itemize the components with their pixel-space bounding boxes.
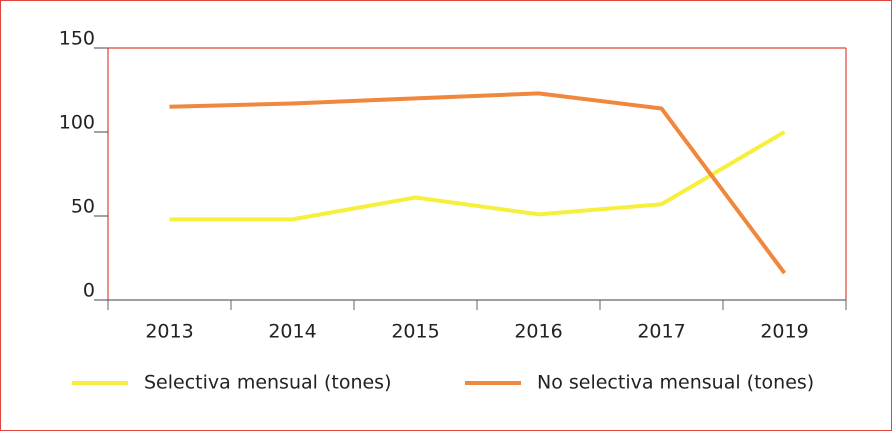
y-tick-label: 50 bbox=[71, 196, 95, 218]
y-tick-label: 150 bbox=[59, 28, 95, 50]
x-tick-label: 2015 bbox=[391, 321, 439, 343]
y-tick-label: 0 bbox=[83, 280, 95, 302]
x-tick-label: 2019 bbox=[760, 321, 808, 343]
x-tick-label: 2013 bbox=[145, 321, 193, 343]
x-tick-label: 2014 bbox=[268, 321, 316, 343]
legend-label: No selectiva mensual (tones) bbox=[537, 372, 814, 394]
x-tick-label: 2016 bbox=[514, 321, 562, 343]
y-tick-label: 100 bbox=[59, 112, 95, 134]
legend-label: Selectiva mensual (tones) bbox=[144, 372, 392, 394]
x-tick-label: 2017 bbox=[637, 321, 685, 343]
series-line bbox=[169, 91, 787, 275]
series-line bbox=[169, 130, 786, 222]
